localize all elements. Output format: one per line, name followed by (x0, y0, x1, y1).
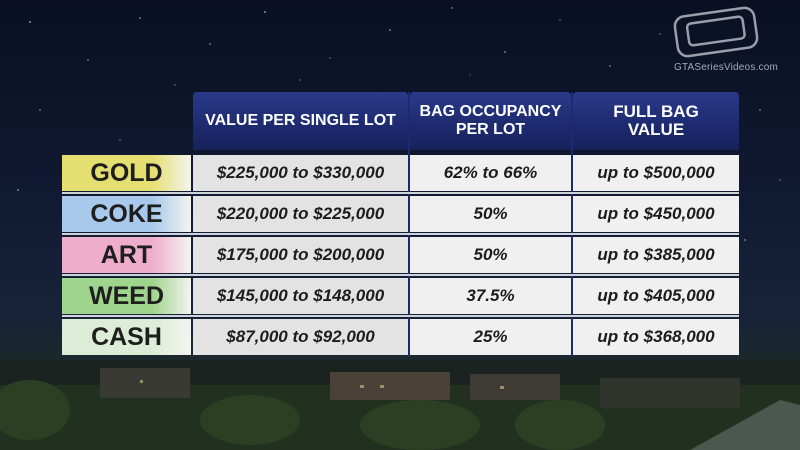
cell-full-gold: up to $500,000 (573, 155, 739, 191)
cell-full-weed: up to $405,000 (573, 278, 739, 314)
row-divider (62, 315, 739, 317)
cell-full-coke: up to $450,000 (573, 196, 739, 232)
column-divider (408, 92, 410, 357)
cell-occupancy-cash: 25% (410, 319, 571, 355)
cell-value-coke: $220,000 to $225,000 (193, 196, 408, 232)
night-sky (0, 0, 800, 300)
row-divider (62, 233, 739, 235)
row-label-gold: GOLD (62, 155, 191, 191)
cell-value-art: $175,000 to $200,000 (193, 237, 408, 273)
row-label-coke: COKE (62, 196, 191, 232)
row-label-art: ART (62, 237, 191, 273)
cell-occupancy-art: 50% (410, 237, 571, 273)
row-divider (62, 274, 739, 276)
cell-full-cash: up to $368,000 (573, 319, 739, 355)
watermark-text: GTASeriesVideos.com (673, 62, 778, 73)
header-bag-occupancy: BAG OCCUPANCY PER LOT (410, 92, 571, 150)
city-background (0, 360, 800, 450)
cell-value-gold: $225,000 to $330,000 (193, 155, 408, 191)
cell-value-cash: $87,000 to $92,000 (193, 319, 408, 355)
gtaseriesvideos-logo-icon (673, 6, 759, 58)
row-label-weed: WEED (62, 278, 191, 314)
header-value-per-lot: VALUE PER SINGLE LOT (193, 92, 408, 150)
column-divider (571, 92, 573, 357)
cell-occupancy-coke: 50% (410, 196, 571, 232)
cell-full-art: up to $385,000 (573, 237, 739, 273)
cell-occupancy-weed: 37.5% (410, 278, 571, 314)
cell-occupancy-gold: 62% to 66% (410, 155, 571, 191)
cell-value-weed: $145,000 to $148,000 (193, 278, 408, 314)
row-label-cash: CASH (62, 319, 191, 355)
header-full-bag-value: FULL BAG VALUE (573, 92, 739, 150)
row-divider (62, 192, 739, 194)
